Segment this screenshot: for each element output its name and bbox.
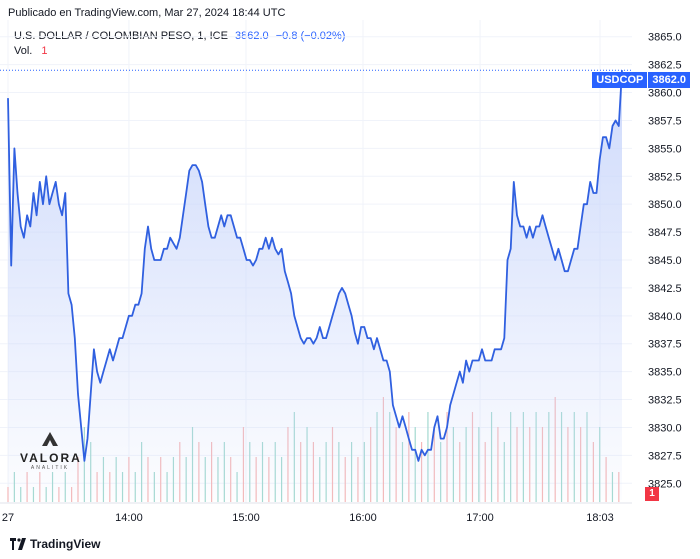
y-tick-label: 3845.0 bbox=[648, 255, 682, 267]
x-tick-label: 16:00 bbox=[349, 512, 377, 524]
y-tick-label: 3865.0 bbox=[648, 32, 682, 44]
y-tick-label: 3832.5 bbox=[648, 395, 682, 407]
published-note: Publicado en TradingView.com, Mar 27, 20… bbox=[8, 7, 286, 19]
y-tick-label: 3827.5 bbox=[648, 450, 682, 462]
y-tick-label: 3862.5 bbox=[648, 60, 682, 72]
price-tag-symbol: USDCOP bbox=[592, 72, 648, 88]
y-tick-label: 3847.5 bbox=[648, 227, 682, 239]
y-tick-label: 3835.0 bbox=[648, 367, 682, 379]
x-tick-label: 15:00 bbox=[232, 512, 260, 524]
y-tick-label: 3850.0 bbox=[648, 199, 682, 211]
y-tick-label: 3840.0 bbox=[648, 311, 682, 323]
y-tick-label: 3860.0 bbox=[648, 88, 682, 100]
price-line bbox=[7, 70, 623, 462]
footer: TradingView bbox=[10, 537, 100, 551]
symbol-description: U.S. DOLLAR / COLOMBIAN PESO, 1, ICE bbox=[14, 30, 228, 42]
volume-label: Vol. bbox=[14, 45, 33, 57]
last-price: 3862.0 bbox=[235, 30, 269, 42]
price-tag: USDCOP 3862.0 bbox=[592, 72, 690, 88]
x-tick-label: 14:00 bbox=[115, 512, 143, 524]
watermark-name: VALORA bbox=[20, 451, 82, 465]
volume-legend: Vol. 1 bbox=[14, 45, 48, 57]
y-tick-label: 3855.0 bbox=[648, 143, 682, 155]
price-change: −0.8 (−0.02%) bbox=[275, 30, 346, 42]
valora-watermark: VALORA ANALITIK bbox=[20, 432, 80, 471]
y-tick-label: 3830.0 bbox=[648, 422, 682, 434]
tradingview-logo-icon bbox=[10, 538, 26, 550]
x-tick-label: 27 bbox=[2, 512, 14, 524]
x-tick-label: 17:00 bbox=[466, 512, 494, 524]
volume-value: 1 bbox=[41, 45, 48, 57]
x-tick-label: 18:03 bbox=[586, 512, 614, 524]
valora-logo-icon bbox=[42, 432, 58, 446]
volume-tag: 1 bbox=[645, 487, 659, 501]
y-tick-label: 3852.5 bbox=[648, 171, 682, 183]
chart-legend: U.S. DOLLAR / COLOMBIAN PESO, 1, ICE 386… bbox=[14, 30, 345, 42]
y-tick-label: 3857.5 bbox=[648, 115, 682, 127]
y-tick-label: 3842.5 bbox=[648, 283, 682, 295]
price-tag-value: 3862.0 bbox=[648, 72, 690, 88]
y-tick-label: 3837.5 bbox=[648, 339, 682, 351]
area-fill bbox=[8, 70, 622, 500]
tradingview-brand: TradingView bbox=[30, 537, 101, 551]
watermark-sub: ANALITIK bbox=[30, 465, 70, 471]
